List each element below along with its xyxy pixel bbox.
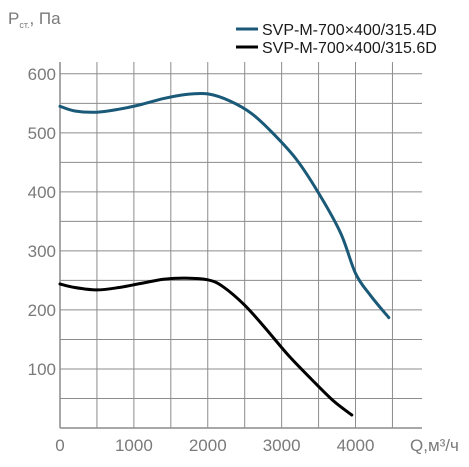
plot-frame <box>59 62 422 429</box>
grid <box>59 62 422 429</box>
y-tick-label: 400 <box>28 183 56 202</box>
legend: SVP-M-700×400/315.4D SVP-M-700×400/315.6… <box>236 22 437 57</box>
series-line-2 <box>58 276 354 417</box>
y-tick-labels: 100 200 300 400 500 600 <box>28 65 56 379</box>
x-tick-label: 0 <box>55 436 64 455</box>
legend-label-series-2: SVP-M-700×400/315.6D <box>262 40 437 57</box>
y-tick-label: 600 <box>28 65 56 84</box>
legend-label-series-1: SVP-M-700×400/315.4D <box>262 22 437 39</box>
series-line-1 <box>58 91 391 320</box>
y-axis-label: Pст., Па <box>8 9 61 30</box>
series-lines <box>58 91 391 417</box>
y-tick-label: 500 <box>28 124 56 143</box>
y-tick-label: 200 <box>28 301 56 320</box>
x-tick-label: 3000 <box>263 436 301 455</box>
x-tick-labels: 0 1000 2000 3000 4000 <box>55 436 374 455</box>
x-axis-label: Q,м³/ч <box>410 436 459 455</box>
x-tick-label: 2000 <box>189 436 227 455</box>
x-tick-label: 4000 <box>337 436 375 455</box>
y-tick-label: 100 <box>28 360 56 379</box>
y-tick-label: 300 <box>28 242 56 261</box>
x-tick-label: 1000 <box>115 436 153 455</box>
